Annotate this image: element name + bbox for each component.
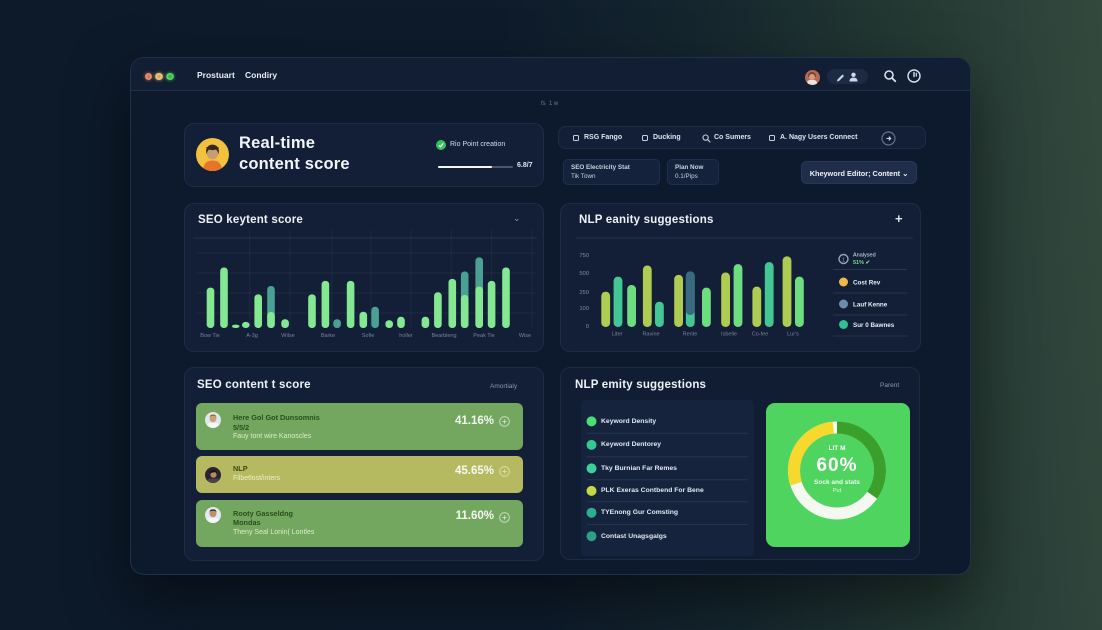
svg-text:Wilse: Wilse [281, 333, 294, 339]
svg-text:Co-fee: Co-fee [752, 332, 769, 338]
svg-text:Cost Rev: Cost Rev [853, 279, 881, 286]
svg-text:51% ✔: 51% ✔ [853, 260, 871, 266]
svg-text:100: 100 [579, 306, 589, 312]
svg-text:Peak Tie: Peak Tie [473, 333, 494, 339]
svg-text:Isbelle: Isbelle [721, 332, 737, 338]
svg-text:Ravine: Ravine [642, 332, 659, 338]
svg-text:Sur 0 Bawnes: Sur 0 Bawnes [853, 322, 895, 329]
svg-text:Wise: Wise [519, 333, 531, 339]
svg-text:Lauf Kenne: Lauf Kenne [853, 301, 888, 308]
svg-text:Sofie: Sofie [362, 333, 375, 339]
svg-text:Rente: Rente [683, 332, 698, 338]
svg-text:0: 0 [586, 324, 589, 330]
svg-text:Liter: Liter [612, 332, 623, 338]
svg-text:A-3g: A-3g [246, 333, 258, 339]
svg-text:500: 500 [579, 271, 589, 277]
svg-text:Bearbleng: Bearbleng [431, 333, 456, 339]
svg-text:750: 750 [579, 253, 589, 259]
svg-text:Lur's: Lur's [787, 332, 799, 338]
svg-text:Analysed: Analysed [853, 253, 876, 259]
svg-text:1: 1 [842, 258, 845, 264]
svg-text:Bow Tie: Bow Tie [200, 333, 220, 339]
svg-text:holler: holler [399, 333, 413, 339]
svg-text:Barke: Barke [321, 333, 335, 339]
svg-text:250: 250 [579, 290, 589, 296]
